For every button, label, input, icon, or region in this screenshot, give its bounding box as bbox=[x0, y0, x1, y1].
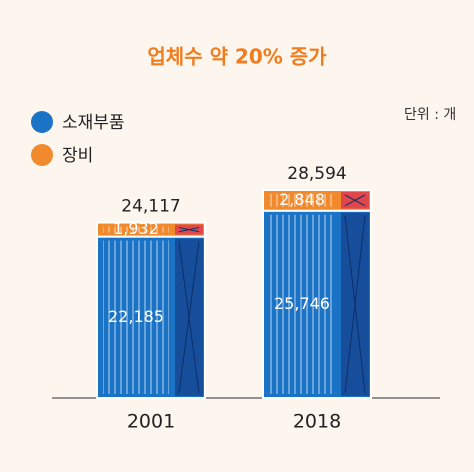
data-label: 2,848 bbox=[279, 190, 325, 209]
data-label: 1,932 bbox=[113, 219, 159, 238]
container-stripes bbox=[269, 194, 335, 207]
container-stripes bbox=[103, 226, 169, 233]
legend-label: 장비 bbox=[62, 146, 93, 166]
x-tick-label: 2001 bbox=[127, 411, 175, 433]
chart-title: 업체수 약 20% 증가 bbox=[147, 45, 327, 69]
data-label: 25,746 bbox=[274, 294, 330, 313]
container-stripes bbox=[103, 240, 169, 394]
legend-swatch bbox=[31, 144, 53, 166]
legend-swatch bbox=[31, 111, 53, 133]
container-stripes bbox=[269, 214, 335, 394]
total-label: 24,117 bbox=[121, 197, 180, 217]
unit-label: 단위 : 개 bbox=[404, 107, 456, 123]
door-cross bbox=[344, 194, 366, 207]
x-tick-label: 2018 bbox=[293, 411, 341, 433]
door-cross bbox=[178, 227, 200, 233]
door-cross bbox=[178, 241, 200, 394]
total-label: 28,594 bbox=[287, 164, 346, 184]
data-label: 22,185 bbox=[108, 307, 164, 326]
legend-label: 소재부품 bbox=[62, 113, 125, 133]
door-cross bbox=[344, 215, 366, 394]
